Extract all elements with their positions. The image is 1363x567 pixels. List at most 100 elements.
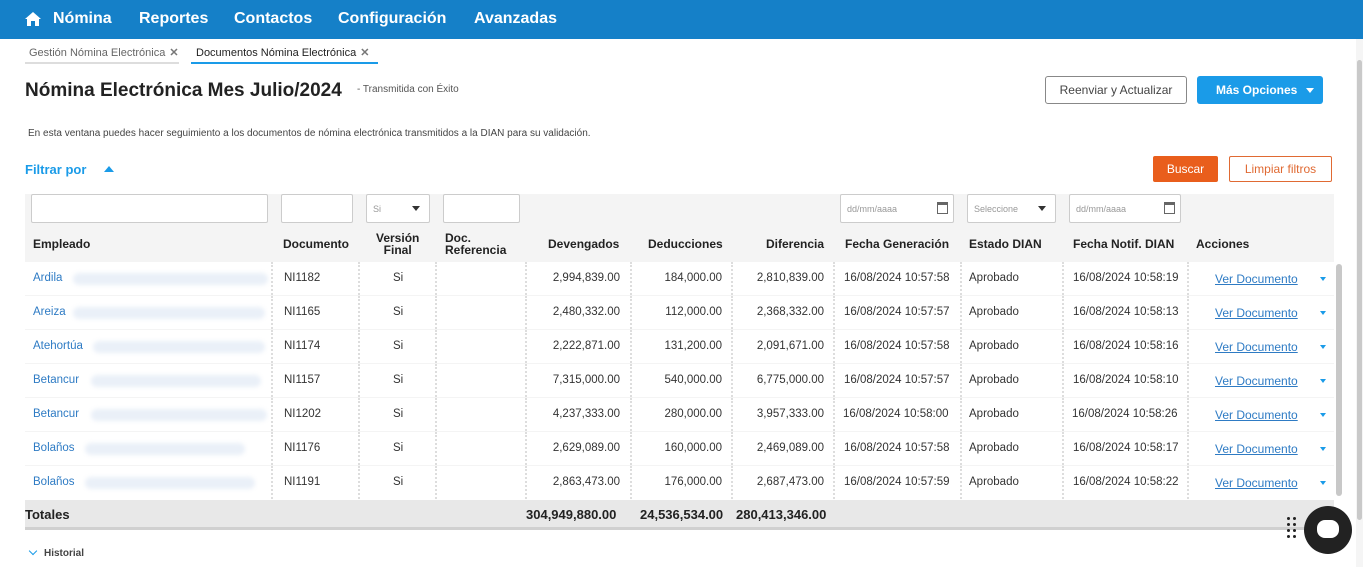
ver-documento-link[interactable]: Ver Documento <box>1215 476 1298 490</box>
cell-devengados: 2,480,332.00 <box>552 306 620 318</box>
column-divider <box>630 398 632 431</box>
header-deducciones[interactable]: Deducciones <box>648 237 723 251</box>
historial-toggle[interactable]: Historial <box>28 546 84 559</box>
column-divider <box>525 330 527 363</box>
table-row: Bolaños NI1191 Si 2,863,473.00 176,000.0… <box>25 466 1334 499</box>
nav-configuracion[interactable]: Configuración <box>338 10 447 27</box>
filter-empleado-input[interactable] <box>31 194 268 223</box>
cell-empleado[interactable]: Ardila <box>33 272 63 284</box>
calendar-icon[interactable] <box>937 202 948 214</box>
row-actions-dropdown-icon[interactable] <box>1320 277 1326 281</box>
table-scrollbar[interactable] <box>1336 264 1342 496</box>
cell-version: Si <box>393 442 404 454</box>
column-divider <box>960 296 962 329</box>
cell-documento: NI1165 <box>284 306 321 318</box>
column-divider <box>630 466 632 499</box>
more-options-button[interactable]: Más Opciones <box>1197 76 1323 104</box>
cell-empleado[interactable]: Areiza <box>33 306 66 318</box>
filter-documento-input[interactable] <box>281 194 353 223</box>
tab-gestion-nomina[interactable]: Gestión Nómina Electrónica ✕ <box>29 46 179 59</box>
cell-devengados: 4,237,333.00 <box>552 408 620 420</box>
cell-fecha-gen: 16/08/2024 10:57:58 <box>844 340 950 352</box>
row-actions-dropdown-icon[interactable] <box>1320 379 1326 383</box>
row-actions-dropdown-icon[interactable] <box>1320 447 1326 451</box>
header-empleado[interactable]: Empleado <box>33 237 91 251</box>
header-fecha-generacion[interactable]: Fecha Generación <box>845 237 950 251</box>
column-divider <box>960 466 962 499</box>
cell-empleado[interactable]: Bolaños <box>33 476 75 488</box>
column-divider <box>960 432 962 465</box>
column-divider <box>435 432 437 465</box>
column-divider <box>1187 330 1189 363</box>
column-divider <box>731 432 733 465</box>
filter-version-select[interactable]: Si <box>366 194 430 223</box>
header-documento[interactable]: Documento <box>283 237 349 251</box>
ver-documento-link[interactable]: Ver Documento <box>1215 442 1298 456</box>
search-button[interactable]: Buscar <box>1153 156 1218 182</box>
cell-version: Si <box>393 476 404 488</box>
clear-filters-button[interactable]: Limpiar filtros <box>1229 156 1332 182</box>
ver-documento-link[interactable]: Ver Documento <box>1215 306 1298 320</box>
nav-contactos[interactable]: Contactos <box>234 10 313 27</box>
column-divider <box>1187 432 1189 465</box>
ver-documento-link[interactable]: Ver Documento <box>1215 408 1298 422</box>
filter-fecha-notif-input[interactable]: dd/mm/aaaa <box>1069 194 1181 223</box>
header-doc-referencia[interactable]: Doc. Referencia <box>445 232 506 256</box>
filter-toggle[interactable]: Filtrar por <box>25 162 115 177</box>
nav-avanzadas[interactable]: Avanzadas <box>474 10 557 27</box>
ver-documento-link[interactable]: Ver Documento <box>1215 272 1298 286</box>
nav-nomina[interactable]: Nómina <box>53 10 112 27</box>
ver-documento-link[interactable]: Ver Documento <box>1215 374 1298 388</box>
cell-empleado[interactable]: Betancur <box>33 408 80 420</box>
chat-icon[interactable] <box>1304 506 1352 554</box>
top-navbar: Nómina Reportes Contactos Configuración … <box>0 0 1363 39</box>
cell-empleado[interactable]: Betancur <box>33 374 80 386</box>
table-row: Areiza NI1165 Si 2,480,332.00 112,000.00… <box>25 296 1334 329</box>
column-divider <box>630 330 632 363</box>
row-actions-dropdown-icon[interactable] <box>1320 481 1326 485</box>
cell-devengados: 7,315,000.00 <box>552 374 620 386</box>
header-fecha-notif-dian[interactable]: Fecha Notif. DIAN <box>1073 237 1175 251</box>
header-version-final[interactable]: Versión Final <box>376 231 420 257</box>
header-devengados[interactable]: Devengados <box>548 237 620 251</box>
row-actions-dropdown-icon[interactable] <box>1320 311 1326 315</box>
drag-dots-icon[interactable] <box>1287 517 1297 543</box>
column-divider <box>435 330 437 363</box>
filter-docref-input[interactable] <box>443 194 520 223</box>
total-deducciones: 24,536,534.00 <box>640 507 724 522</box>
column-divider <box>271 364 273 397</box>
filter-estado-select[interactable]: Seleccione <box>967 194 1056 223</box>
table-row: Betancur NI1202 Si 4,237,333.00 280,000.… <box>25 398 1334 431</box>
page-scrollbar-thumb[interactable] <box>1357 60 1362 520</box>
cell-estado: Aprobado <box>969 442 1019 454</box>
header-estado-dian[interactable]: Estado DIAN <box>969 237 1042 251</box>
home-icon[interactable] <box>24 11 42 27</box>
cell-diferencia: 6,775,000.00 <box>756 374 824 386</box>
row-actions-dropdown-icon[interactable] <box>1320 413 1326 417</box>
resend-update-button[interactable]: Reenviar y Actualizar <box>1045 76 1187 104</box>
column-divider <box>731 364 733 397</box>
cell-empleado[interactable]: Bolaños <box>33 442 75 454</box>
calendar-icon[interactable] <box>1164 202 1175 214</box>
header-diferencia[interactable]: Diferencia <box>766 237 825 251</box>
header-version-l2: Final <box>383 243 412 257</box>
nav-reportes[interactable]: Reportes <box>139 10 209 27</box>
cell-diferencia: 2,810,839.00 <box>756 272 824 284</box>
tab-documentos-nomina[interactable]: Documentos Nómina Electrónica ✕ <box>196 46 369 59</box>
close-icon[interactable]: ✕ <box>169 47 179 59</box>
cell-deducciones: 160,000.00 <box>664 442 722 454</box>
tab-label: Documentos Nómina Electrónica <box>196 47 357 59</box>
header-version-l1: Versión <box>376 231 420 245</box>
cell-empleado[interactable]: Atehortúa <box>33 340 83 352</box>
column-divider <box>1062 398 1064 431</box>
column-divider <box>1187 466 1189 499</box>
column-divider <box>525 398 527 431</box>
filter-fecha-gen-input[interactable]: dd/mm/aaaa <box>840 194 954 223</box>
row-actions-dropdown-icon[interactable] <box>1320 345 1326 349</box>
column-divider <box>1187 398 1189 431</box>
filter-toggle-label: Filtrar por <box>25 162 87 177</box>
ver-documento-link[interactable]: Ver Documento <box>1215 340 1298 354</box>
close-icon[interactable]: ✕ <box>360 47 370 59</box>
cell-fecha-gen: 16/08/2024 10:58:00 <box>843 408 949 420</box>
column-divider <box>435 296 437 329</box>
